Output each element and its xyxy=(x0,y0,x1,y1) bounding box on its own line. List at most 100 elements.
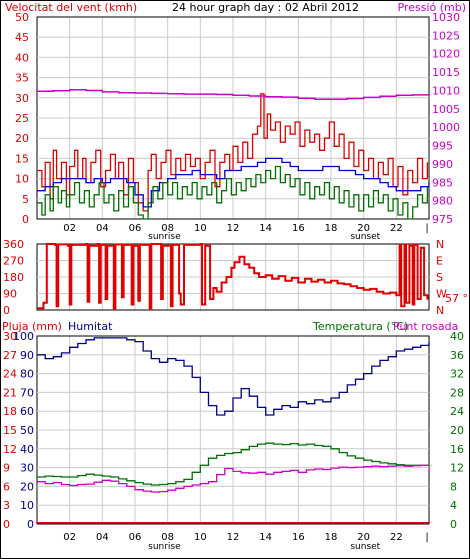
temperature-tick-label: 32 xyxy=(450,368,464,381)
compass-label: S xyxy=(436,271,443,284)
wind-tick-label: 5 xyxy=(22,193,29,206)
rain-axis-label: Pluja (mm) xyxy=(2,320,62,333)
humidity-tick-label: 40 xyxy=(20,443,34,456)
wind-tick-label: 30 xyxy=(15,92,29,105)
compass-label: W xyxy=(436,288,447,301)
hour-tick-label: 02 xyxy=(63,223,76,234)
rain-tick-label: 30 xyxy=(3,330,17,343)
wind-panel: 0510152025303540455097598098599099510001… xyxy=(15,11,460,242)
humidity-tick-label: 30 xyxy=(20,462,34,475)
compass-label: E xyxy=(436,255,443,268)
wind-tick-label: 45 xyxy=(15,31,29,44)
hour-tick-label: 06 xyxy=(129,223,142,234)
current-direction-label: 57 ° xyxy=(445,292,468,305)
series-humidity-line xyxy=(37,337,430,416)
wind-tick-label: 40 xyxy=(15,51,29,64)
sunset-label: sunset xyxy=(350,232,380,242)
humidity-tick-label: 100 xyxy=(13,330,34,343)
humidity-tick-label: 0 xyxy=(27,518,34,531)
temperature-tick-label: 12 xyxy=(450,462,464,475)
rain-tick-label: 27 xyxy=(3,349,17,362)
wind-tick-label: 25 xyxy=(15,112,29,125)
rain-tick-label: 6 xyxy=(3,480,10,493)
hour-tick-end: | xyxy=(425,532,428,543)
hour-tick-label: 02 xyxy=(63,532,76,543)
series-low-line xyxy=(37,165,429,220)
humidity-tick-label: 90 xyxy=(20,349,34,362)
wind-axis-label: Velocitat del vent (kmh) xyxy=(5,1,137,14)
temperature-tick-label: 24 xyxy=(450,405,464,418)
direction-tick-label: 0 xyxy=(3,304,10,317)
pressure-tick-label: 975 xyxy=(432,213,453,226)
series-avg-line xyxy=(37,157,430,208)
hour-tick-label: 20 xyxy=(357,532,370,543)
sunset-label: sunset xyxy=(350,542,380,552)
temperature-tick-label: 36 xyxy=(450,349,464,362)
pressure-tick-label: 985 xyxy=(432,176,453,189)
pressure-tick-label: 1020 xyxy=(432,48,460,61)
temperature-tick-label: 40 xyxy=(450,330,464,343)
wind-tick-label: 20 xyxy=(15,132,29,145)
humidity-tick-label: 60 xyxy=(20,405,34,418)
sunrise-label: sunrise xyxy=(148,232,181,242)
hour-tick-label: 08 xyxy=(161,532,174,543)
wind-tick-label: 10 xyxy=(15,173,29,186)
pressure-tick-label: 980 xyxy=(432,195,453,208)
hour-tick-label: 18 xyxy=(325,223,338,234)
hour-tick-label: 20 xyxy=(357,223,370,234)
hour-tick-label: 22 xyxy=(390,223,403,234)
pressure-tick-label: 1015 xyxy=(432,66,460,79)
temperature-tick-label: 0 xyxy=(450,518,457,531)
temperature-tick-label: 4 xyxy=(450,499,457,512)
hour-tick-label: 12 xyxy=(227,532,240,543)
humidity-tick-label: 80 xyxy=(20,368,34,381)
pressure-tick-label: 1030 xyxy=(432,11,460,24)
humidity-tick-label: 50 xyxy=(20,424,34,437)
direction-tick-label: 90 xyxy=(3,288,17,301)
hour-tick-label: 14 xyxy=(259,223,272,234)
temperature-tick-label: 28 xyxy=(450,386,464,399)
pressure-tick-label: 1005 xyxy=(432,103,460,116)
series-temperature-line xyxy=(37,442,429,486)
temperature-tick-label: 8 xyxy=(450,480,457,493)
series-pressure-line xyxy=(37,88,430,101)
pressure-tick-label: 1025 xyxy=(432,29,460,42)
direction-tick-label: 270 xyxy=(3,255,24,268)
wind-tick-label: 35 xyxy=(15,72,29,85)
pressure-tick-label: 1010 xyxy=(432,84,460,97)
graph-title: 24 hour graph day : 02 Abril 2012 xyxy=(172,1,359,14)
hour-tick-label: 12 xyxy=(227,223,240,234)
humidity-tick-label: 10 xyxy=(20,499,34,512)
rain-tick-label: 3 xyxy=(3,499,10,512)
humidity-axis-label: Humitat xyxy=(68,320,113,333)
temperature-tick-label: 16 xyxy=(450,443,464,456)
compass-label: N xyxy=(436,304,444,317)
direction-tick-label: 180 xyxy=(3,271,24,284)
humidity-tick-label: 20 xyxy=(20,480,34,493)
direction-tick-label: 360 xyxy=(3,238,24,251)
humidity-temperature-panel: 0369121518212427300102030405060708090100… xyxy=(3,330,464,552)
rain-tick-label: 12 xyxy=(3,443,17,456)
pressure-tick-label: 995 xyxy=(432,140,453,153)
wind-tick-label: 0 xyxy=(22,213,29,226)
hour-tick-label: 18 xyxy=(325,532,338,543)
hour-tick-label: 10 xyxy=(194,223,207,234)
temperature-tick-label: 20 xyxy=(450,424,464,437)
hour-tick-label: 22 xyxy=(390,532,403,543)
temperature-axis-label: Temperatura (°C) xyxy=(312,320,408,333)
rain-tick-label: 9 xyxy=(3,462,10,475)
pressure-axis-label: Pressió (mb) xyxy=(397,1,466,14)
humidity-tick-label: 70 xyxy=(20,386,34,399)
hour-tick-label: 14 xyxy=(259,532,272,543)
rain-tick-label: 18 xyxy=(3,405,17,418)
hour-tick-label: 16 xyxy=(292,223,305,234)
hour-tick-label: 04 xyxy=(96,532,109,543)
rain-tick-label: 15 xyxy=(3,424,17,437)
wind-tick-label: 50 xyxy=(15,11,29,24)
pressure-tick-label: 1000 xyxy=(432,121,460,134)
rain-tick-label: 0 xyxy=(3,518,10,531)
dewpoint-axis-label: Punt rosada xyxy=(393,320,458,333)
rain-tick-label: 24 xyxy=(3,368,17,381)
